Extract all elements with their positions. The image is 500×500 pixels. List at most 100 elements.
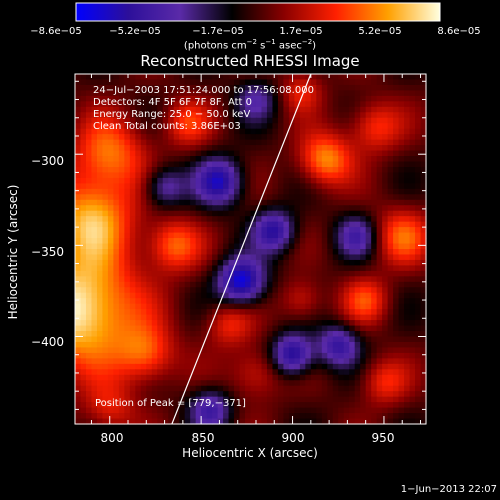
- heatmap-cell: [404, 145, 411, 152]
- heatmap-cell: [228, 314, 235, 321]
- heatmap-cell: [245, 369, 252, 376]
- heatmap-cell: [398, 90, 405, 97]
- heatmap-cell: [398, 413, 405, 420]
- heatmap-cell: [184, 391, 191, 398]
- heatmap-cell: [190, 402, 197, 409]
- heatmap-cell: [151, 320, 158, 327]
- heatmap-cell: [201, 199, 208, 206]
- heatmap-cell: [173, 413, 180, 420]
- heatmap-cell: [168, 166, 175, 174]
- heatmap-cell: [415, 243, 422, 250]
- heatmap-cell: [91, 172, 98, 179]
- heatmap-cell: [299, 298, 306, 305]
- heatmap-cell: [190, 183, 197, 190]
- heatmap-cell: [398, 210, 405, 217]
- heatmap-cell: [332, 380, 339, 387]
- heatmap-cell: [277, 95, 284, 102]
- heatmap-cell: [146, 325, 153, 332]
- heatmap-cell: [354, 287, 361, 294]
- heatmap-cell: [283, 199, 290, 206]
- heatmap-cell: [151, 331, 158, 338]
- heatmap-cell: [409, 232, 416, 239]
- heatmap-cell: [261, 117, 268, 124]
- heatmap-cell: [173, 79, 180, 86]
- heatmap-cell: [316, 374, 323, 381]
- heatmap-cell: [387, 227, 394, 234]
- heatmap-cell: [404, 254, 411, 261]
- heatmap-cell: [168, 385, 175, 392]
- heatmap-cell: [102, 101, 109, 108]
- heatmap-cell: [261, 205, 268, 212]
- heatmap-cell: [277, 249, 284, 256]
- heatmap-cell: [415, 161, 422, 168]
- heatmap-cell: [173, 210, 180, 217]
- heatmap-cell: [157, 276, 164, 283]
- heatmap-cell: [288, 128, 295, 135]
- heatmap-cell: [409, 265, 416, 272]
- heatmap-cell: [354, 177, 361, 184]
- heatmap-cell: [261, 298, 268, 305]
- heatmap-cell: [228, 336, 235, 343]
- heatmap-cell: [277, 254, 284, 261]
- heatmap-cell: [129, 210, 136, 217]
- heatmap-cell: [190, 347, 197, 354]
- heatmap-cell: [261, 106, 268, 113]
- heatmap-cell: [118, 106, 125, 113]
- heatmap-cell: [239, 298, 246, 305]
- heatmap-cell: [102, 341, 109, 349]
- heatmap-cell: [266, 123, 274, 130]
- heatmap-cell: [85, 254, 93, 261]
- heatmap-cell: [250, 413, 257, 420]
- heatmap-cell: [91, 216, 98, 223]
- heatmap-cell: [151, 270, 158, 277]
- heatmap-cell: [283, 150, 290, 157]
- heatmap-cell: [195, 150, 202, 157]
- heatmap-cell: [316, 391, 323, 398]
- heatmap-cell: [168, 402, 175, 409]
- heatmap-cell: [415, 123, 422, 130]
- heatmap-cell: [266, 161, 274, 168]
- heatmap-cell: [266, 232, 274, 239]
- heatmap-cell: [223, 309, 230, 316]
- heatmap-cell: [376, 385, 383, 392]
- heatmap-cell: [118, 341, 125, 349]
- heatmap-cell: [250, 347, 257, 354]
- heatmap-cell: [398, 396, 405, 403]
- heatmap-cell: [250, 385, 257, 392]
- heatmap-cell: [371, 123, 378, 130]
- heatmap-cell: [245, 74, 252, 81]
- heatmap-cell: [217, 238, 224, 245]
- heatmap-cell: [310, 347, 317, 354]
- heatmap-cell: [316, 172, 323, 179]
- heatmap-cell: [135, 276, 142, 283]
- heatmap-cell: [124, 336, 131, 343]
- unit-part: s: [256, 40, 266, 52]
- heatmap-cell: [343, 276, 350, 283]
- heatmap-cell: [266, 380, 274, 387]
- heatmap-cell: [212, 95, 219, 102]
- heatmap-cell: [305, 391, 312, 398]
- heatmap-cell: [151, 134, 158, 141]
- heatmap-cell: [135, 123, 142, 130]
- heatmap-cell: [332, 177, 339, 184]
- heatmap-cell: [327, 331, 334, 338]
- heatmap-cell: [201, 243, 208, 250]
- heatmap-cell: [272, 128, 279, 135]
- heatmap-cell: [75, 418, 82, 425]
- heatmap-cell: [332, 84, 339, 92]
- heatmap-cell: [239, 166, 246, 174]
- heatmap-cell: [393, 358, 400, 365]
- plot-frame: [74, 73, 427, 425]
- heatmap-cell: [382, 150, 389, 157]
- heatmap-cell: [234, 287, 241, 294]
- heatmap-cell: [129, 407, 136, 414]
- heatmap-cell: [327, 106, 334, 113]
- heatmap-cell: [162, 249, 169, 256]
- heatmap-cell: [255, 172, 263, 179]
- heatmap-cell: [250, 309, 257, 316]
- heatmap-cell: [415, 172, 422, 179]
- heatmap-cell: [371, 325, 378, 332]
- heatmap-cell: [124, 303, 131, 310]
- heatmap-cell: [195, 380, 202, 387]
- heatmap-cell: [387, 161, 394, 168]
